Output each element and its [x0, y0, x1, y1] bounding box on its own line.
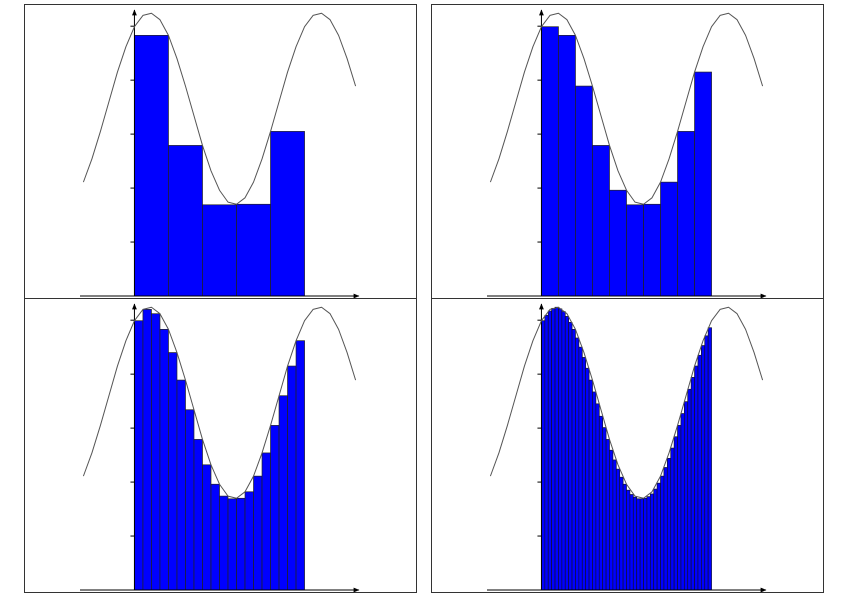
bar: [632, 496, 638, 591]
bar: [278, 395, 288, 591]
bar: [151, 313, 161, 591]
bar: [551, 307, 556, 591]
bar: [227, 498, 237, 591]
bar: [626, 489, 631, 591]
bar: [295, 340, 305, 591]
bar: [202, 204, 237, 297]
bar: [605, 439, 610, 591]
bar: [270, 131, 305, 297]
bar: [134, 320, 144, 591]
bar: [575, 85, 593, 297]
bar: [219, 495, 229, 591]
bar: [575, 337, 580, 591]
bar: [287, 365, 297, 591]
bar: [687, 388, 692, 591]
bar: [677, 425, 682, 591]
bar: [690, 377, 695, 591]
bar: [168, 352, 178, 591]
bar: [592, 391, 597, 591]
bar: [176, 379, 186, 591]
bar: [547, 310, 552, 591]
panel: [24, 4, 417, 299]
bar: [704, 335, 709, 591]
bar: [193, 439, 203, 591]
bar: [585, 367, 590, 591]
bar: [558, 308, 563, 591]
bar: [683, 401, 689, 591]
bar: [253, 475, 263, 591]
bar: [697, 354, 702, 591]
bar: [694, 71, 712, 297]
bar: [578, 346, 583, 591]
bar: [660, 181, 678, 297]
bar: [656, 482, 661, 591]
bar: [159, 329, 169, 591]
bar: [649, 493, 655, 591]
bar: [544, 314, 549, 591]
bar: [564, 316, 570, 591]
bar: [581, 357, 587, 591]
bar: [701, 345, 706, 591]
bar: [595, 403, 600, 591]
bar: [707, 327, 712, 591]
bar: [244, 491, 254, 591]
bar: [609, 189, 627, 297]
bar: [653, 488, 658, 591]
bar: [185, 409, 195, 591]
bar: [663, 467, 668, 591]
bar: [571, 329, 576, 591]
curve: [489, 306, 764, 499]
bar: [609, 449, 614, 591]
bar: [612, 459, 617, 591]
bar: [694, 365, 699, 591]
bar: [210, 483, 220, 591]
bar: [646, 496, 651, 591]
bar: [677, 131, 695, 297]
bar: [236, 203, 271, 297]
bar: [598, 415, 604, 591]
bar: [639, 498, 644, 591]
bar: [541, 26, 559, 297]
bar: [626, 204, 644, 297]
panel: [24, 298, 417, 593]
bar: [673, 436, 678, 591]
bar: [666, 457, 672, 591]
curve: [489, 12, 764, 205]
bar: [588, 379, 593, 591]
bar: [636, 498, 641, 591]
bar: [680, 413, 685, 591]
bar: [202, 464, 212, 591]
bar: [602, 427, 607, 591]
bar: [629, 494, 634, 591]
bar: [615, 468, 621, 591]
curve: [82, 12, 357, 205]
bar: [142, 309, 152, 591]
bar: [236, 497, 246, 591]
bar: [561, 311, 566, 591]
bar: [558, 35, 576, 297]
bar: [270, 425, 280, 591]
bar: [622, 483, 627, 591]
panel: [431, 298, 824, 593]
bar: [643, 203, 661, 297]
bar: [568, 321, 573, 591]
bar: [168, 145, 203, 297]
bar: [541, 320, 546, 591]
bar: [592, 145, 610, 297]
bar: [619, 476, 624, 591]
bar: [643, 497, 648, 591]
panel: [431, 4, 824, 299]
bar: [554, 306, 559, 591]
bar: [261, 452, 271, 591]
bar: [134, 35, 169, 297]
curve: [82, 306, 357, 499]
bar: [660, 475, 665, 591]
bar: [670, 447, 675, 591]
